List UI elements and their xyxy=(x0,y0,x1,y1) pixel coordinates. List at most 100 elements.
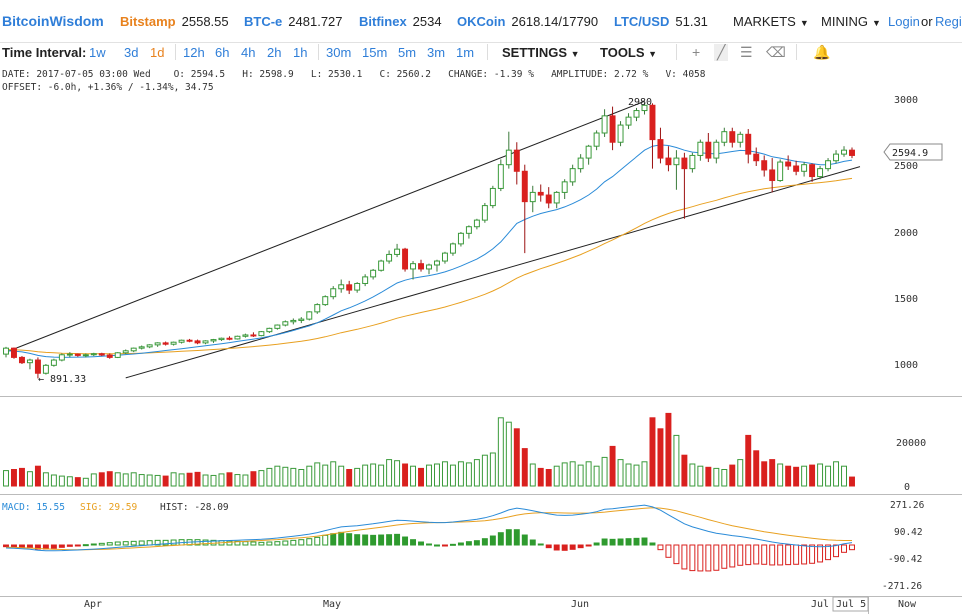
candle-body xyxy=(426,264,432,270)
candle-body xyxy=(825,160,832,170)
candle-body xyxy=(234,335,241,340)
macd-hist-bar xyxy=(202,539,209,546)
crosshair-icon[interactable]: + xyxy=(692,44,701,60)
macd-hist-bar xyxy=(298,539,305,546)
macd-hist-bar xyxy=(314,536,321,546)
macd-hist-bar xyxy=(609,538,616,546)
candle-body xyxy=(529,191,536,203)
candle-body xyxy=(50,359,57,366)
interval-1h[interactable]: 1h xyxy=(293,45,308,60)
macd-hist-bar xyxy=(625,538,632,546)
cursor-date-box xyxy=(832,596,869,612)
price-tick: 3000 xyxy=(894,95,918,106)
candle-body xyxy=(753,153,760,162)
fibonacci-icon[interactable]: ☰ xyxy=(740,44,753,60)
volume-bar xyxy=(593,465,600,487)
candle-body xyxy=(601,115,608,134)
interval-3m[interactable]: 3m xyxy=(427,45,446,60)
ticker-okcoin[interactable]: OKCoin 2618.14/17790 xyxy=(457,14,598,29)
register-link[interactable]: Regis xyxy=(935,14,962,29)
interval-12h[interactable]: 12h xyxy=(183,45,205,60)
tools-menu[interactable]: TOOLS ▼ xyxy=(600,45,657,60)
interval-15m[interactable]: 15m xyxy=(362,45,388,60)
macd-hist-bar xyxy=(50,544,57,549)
macd-hist-bar xyxy=(234,540,241,546)
volume-bar xyxy=(841,465,847,487)
macd-hist-bar xyxy=(649,542,656,546)
volume-bar xyxy=(441,461,448,487)
macd-hist-bar xyxy=(753,544,760,565)
interval-1d[interactable]: 1d xyxy=(150,45,165,60)
macd-hist-bar xyxy=(553,544,560,551)
mining-menu[interactable]: MINING ▼ xyxy=(821,14,881,29)
bell-icon[interactable]: 🔔 xyxy=(813,44,831,60)
volume-bar xyxy=(130,472,137,487)
candle-body xyxy=(290,319,297,323)
candle-body xyxy=(441,252,448,262)
top-bar: BitcoinWisdom Bitstamp 2558.55 BTC-e 2481.… xyxy=(0,0,962,43)
eraser-icon[interactable]: ⌫ xyxy=(766,44,786,60)
login-link[interactable]: Login xyxy=(888,14,920,29)
candle-body xyxy=(673,157,680,166)
macd-hist-bar xyxy=(330,533,337,546)
ticker-bitstamp[interactable]: Bitstamp 2558.55 xyxy=(120,14,229,29)
volume-bar xyxy=(793,466,800,487)
interval-1w[interactable]: 1w xyxy=(89,45,106,60)
ticker-bitfinex[interactable]: Bitfinex 2534 xyxy=(359,14,442,29)
volume-bar xyxy=(146,474,153,487)
candle-body xyxy=(841,149,847,155)
interval-5m[interactable]: 5m xyxy=(398,45,417,60)
volume-bar xyxy=(721,469,728,487)
interval-1m[interactable]: 1m xyxy=(456,45,475,60)
macd-axis: 271.26 90.42 -90.42 -271.26 xyxy=(882,500,925,592)
volume-bar xyxy=(362,464,369,487)
volume-bar xyxy=(370,463,377,487)
macd-pane xyxy=(3,504,855,572)
markets-menu[interactable]: MARKETS ▼ xyxy=(733,14,809,29)
interval-4h[interactable]: 4h xyxy=(241,45,256,60)
macd-hist-bar xyxy=(529,539,536,546)
candle-body xyxy=(26,359,33,364)
now-label[interactable]: Now xyxy=(898,599,917,610)
interval-3d[interactable]: 3d xyxy=(124,45,139,60)
volume-bar xyxy=(330,461,337,487)
candle-body xyxy=(553,191,560,204)
macd-hist-bar xyxy=(74,544,81,547)
chevron-down-icon: ▼ xyxy=(570,49,580,59)
candle-body xyxy=(801,164,808,172)
ticker-ltcusd[interactable]: LTC/USD 51.31 xyxy=(614,14,708,29)
macd-hist-bar xyxy=(505,529,512,546)
candle-body xyxy=(402,248,409,270)
macd-hist-bar xyxy=(569,544,576,550)
interval-30m[interactable]: 30m xyxy=(326,45,352,60)
macd-hist-bar xyxy=(737,544,744,566)
trendline-icon[interactable]: ╱ xyxy=(714,44,729,61)
macd-hist-bar xyxy=(242,541,249,546)
macd-hist-bar xyxy=(545,544,552,549)
volume-bar xyxy=(809,464,816,487)
macd-hist-bar xyxy=(673,544,680,565)
candle-body xyxy=(585,145,592,159)
candles xyxy=(3,102,855,379)
volume-bar xyxy=(162,475,169,487)
candle-body xyxy=(609,115,616,143)
toolbar-divider xyxy=(796,44,797,60)
interval-2h[interactable]: 2h xyxy=(267,45,282,60)
macd-label: MACD: 15.55 xyxy=(2,502,65,513)
interval-6h[interactable]: 6h xyxy=(215,45,230,60)
volume-bar xyxy=(505,421,512,487)
brand-logo[interactable]: BitcoinWisdom xyxy=(2,13,104,29)
candle-body xyxy=(394,248,401,255)
candle-body xyxy=(282,321,289,326)
macd-hist-bar xyxy=(434,544,440,547)
volume-bar xyxy=(657,428,664,487)
macd-hist-bar xyxy=(282,540,289,546)
settings-menu[interactable]: SETTINGS ▼ xyxy=(502,45,580,60)
candle-body xyxy=(18,356,25,364)
volume-bar xyxy=(801,465,808,487)
candle-body xyxy=(66,353,73,356)
candle-body xyxy=(513,149,520,172)
macd-hist-bar xyxy=(106,542,113,546)
ticker-btce[interactable]: BTC-e 2481.727 xyxy=(244,14,343,29)
macd-hist-bar xyxy=(761,544,768,565)
